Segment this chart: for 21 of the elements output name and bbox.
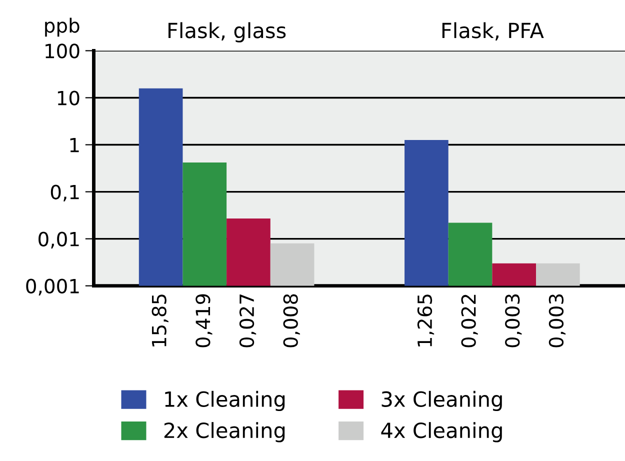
- data-label: 0,022: [461, 294, 478, 348]
- y-tick-label: 100: [46, 44, 80, 58]
- y-tick-label: 1: [70, 138, 79, 152]
- y-tick-label: 10: [58, 90, 80, 106]
- legend-label: 1x Cleaning: [165, 390, 285, 412]
- y-tick-label: 0,1: [50, 184, 79, 202]
- legend-label: 4x Cleaning: [381, 422, 502, 442]
- y-tick-label: 0,01: [38, 232, 79, 248]
- data-label: 15,85: [152, 294, 168, 346]
- x-tick-label: Flask, glass: [168, 22, 286, 42]
- x-tick-label: Flask, PFA: [442, 22, 544, 40]
- data-label: 0,419: [196, 294, 212, 348]
- legend-label: 3x Cleaning: [382, 390, 502, 412]
- y-tick-label: 0,001: [26, 278, 79, 296]
- data-label: 0,027: [239, 294, 256, 348]
- y-axis-title: ppb: [45, 18, 80, 37]
- data-label: 0,003: [505, 294, 522, 348]
- legend-label: 2x Cleaning: [164, 422, 285, 442]
- data-label: 1,265: [417, 294, 434, 346]
- data-label: 0,003: [548, 294, 566, 348]
- data-label: 0,008: [283, 294, 300, 348]
